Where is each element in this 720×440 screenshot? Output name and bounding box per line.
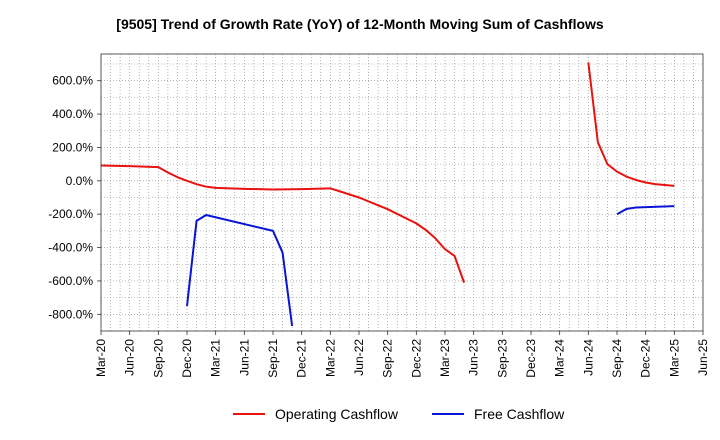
y-tick-label: -200.0%	[48, 207, 93, 221]
x-tick-label: Sep-24	[610, 339, 624, 378]
x-tick-label: Sep-22	[381, 339, 395, 378]
x-tick-label: Jun-23	[467, 339, 481, 376]
x-tick-label: Jun-25	[696, 339, 710, 376]
x-tick-label: Dec-22	[409, 339, 423, 378]
y-tick-label: 600.0%	[52, 74, 93, 88]
x-tick-label: Mar-23	[438, 339, 452, 377]
x-tick-label: Jun-24	[581, 339, 595, 376]
x-tick-label: Sep-23	[495, 339, 509, 378]
y-tick-label: -600.0%	[48, 274, 93, 288]
legend-label: Operating Cashflow	[275, 406, 399, 422]
chart-title: [9505] Trend of Growth Rate (YoY) of 12-…	[116, 16, 604, 32]
x-tick-label: Mar-21	[209, 339, 223, 377]
series-line-operating-cashflow	[100, 164, 466, 283]
x-tick-label: Sep-21	[266, 339, 280, 378]
x-tick-label: Dec-20	[180, 339, 194, 378]
y-tick-label: 400.0%	[52, 107, 93, 121]
x-tick-label: Jun-20	[123, 339, 137, 376]
x-tick-label: Mar-25	[667, 339, 681, 377]
x-tick-label: Mar-24	[553, 339, 567, 377]
x-tick-label: Sep-20	[151, 339, 165, 378]
x-tick-label: Jun-21	[237, 339, 251, 376]
x-tick-label: Dec-24	[639, 339, 653, 378]
plot-area	[101, 54, 703, 331]
x-tick-label: Dec-21	[295, 339, 309, 378]
y-tick-label: -800.0%	[48, 307, 93, 321]
series-line-free-cashflow	[616, 205, 675, 216]
series-line-operating-cashflow	[587, 62, 675, 187]
x-tick-label: Jun-22	[352, 339, 366, 376]
y-tick-label: 0.0%	[66, 174, 94, 188]
series-line-free-cashflow	[186, 214, 294, 327]
x-tick-label: Mar-22	[323, 339, 337, 377]
x-tick-label: Dec-23	[524, 339, 538, 378]
legend-label: Free Cashflow	[474, 406, 565, 422]
y-tick-label: 200.0%	[52, 140, 93, 154]
y-tick-label: -400.0%	[48, 241, 93, 255]
plot-frame	[100, 53, 704, 332]
x-tick-label: Mar-20	[94, 339, 108, 377]
